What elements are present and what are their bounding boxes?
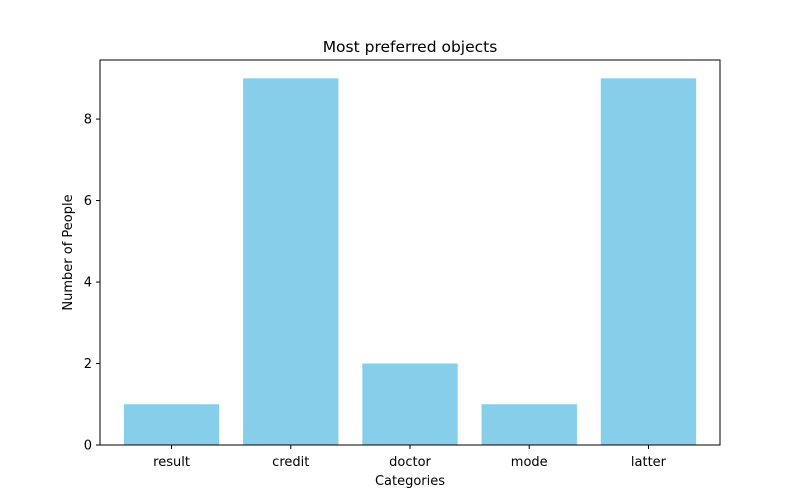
bar-result xyxy=(123,404,220,445)
y-tick-label: 8 xyxy=(84,113,92,128)
bar-latter xyxy=(600,78,697,445)
bar-doctor xyxy=(362,363,458,445)
y-tick-label: 6 xyxy=(84,194,92,209)
y-axis-title: Number of People xyxy=(61,194,76,310)
y-tick-label: 2 xyxy=(84,357,92,372)
y-tick-label: 4 xyxy=(84,276,92,291)
bar-mode xyxy=(481,404,577,445)
plot-frame xyxy=(99,59,721,446)
x-tick-label: credit xyxy=(272,455,309,470)
x-tick-label: doctor xyxy=(389,455,431,470)
x-axis-title: Categories xyxy=(375,474,445,489)
chart-title: Most preferred objects xyxy=(323,38,498,56)
x-axis-ticks: result credit doctor mode latter xyxy=(153,445,667,470)
bar-credit xyxy=(243,78,339,445)
x-tick-label: latter xyxy=(631,455,667,470)
bars-layer xyxy=(123,78,697,445)
y-tick-label: 0 xyxy=(84,439,92,454)
y-axis-ticks: 0 2 4 6 8 xyxy=(84,113,100,454)
x-tick-label: mode xyxy=(511,455,548,470)
x-tick-label: result xyxy=(153,455,190,470)
